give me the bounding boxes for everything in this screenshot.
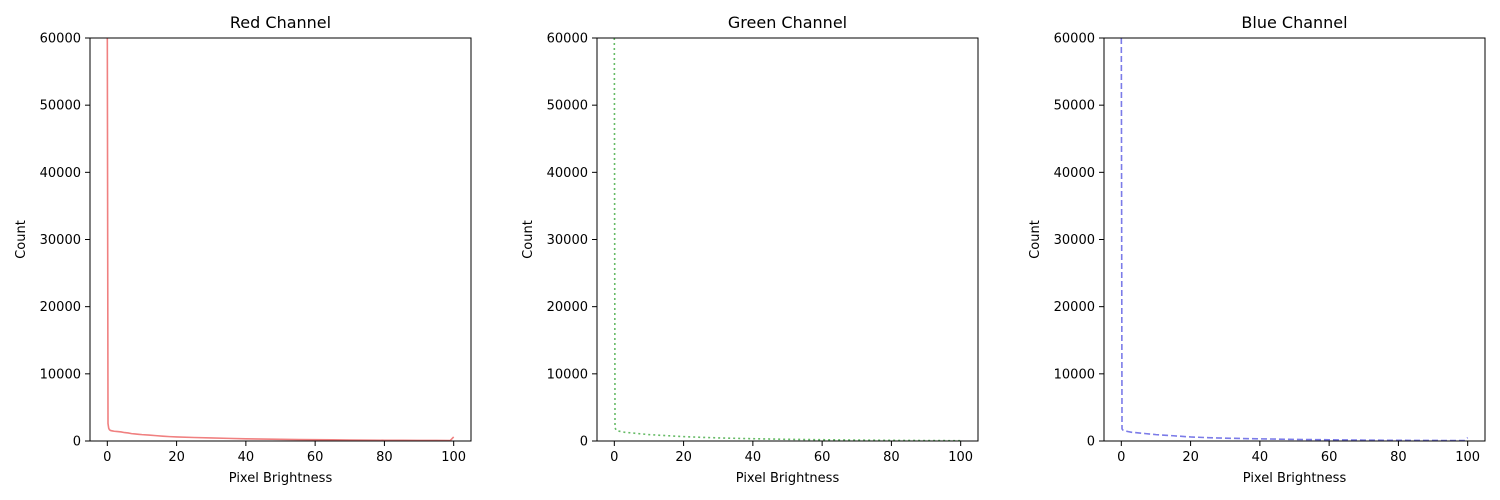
y-tick-label: 30000 [40, 233, 81, 248]
series-line [1120, 38, 1469, 441]
y-tick-label: 20000 [40, 300, 81, 315]
x-tick-label: 80 [883, 450, 900, 465]
y-tick-label: 40000 [1054, 166, 1095, 181]
y-tick-label: 30000 [547, 233, 588, 248]
x-tick-label: 40 [745, 450, 762, 465]
y-tick-label: 40000 [547, 166, 588, 181]
panel-red-channel: Red Channel Pixel Brightness Count 0 20 40… [14, 13, 472, 486]
panel-green-channel: Green Channel Pixel Brightness Count 0 20… [521, 13, 979, 486]
axes-frame [596, 37, 979, 442]
x-tick-label: 40 [1252, 450, 1269, 465]
x-axis-label: Pixel Brightness [736, 471, 840, 486]
chart-title: Green Channel [728, 13, 847, 32]
x-axis-label: Pixel Brightness [1243, 471, 1347, 486]
y-tick-label: 10000 [1054, 367, 1095, 382]
x-tick-label: 100 [1455, 450, 1480, 465]
axes-frame [1103, 37, 1486, 442]
x-tick-label: 20 [168, 450, 185, 465]
y-tick-label: 50000 [547, 99, 588, 114]
y-axis-label: Count [1028, 220, 1043, 259]
x-tick-label: 40 [238, 450, 255, 465]
x-tick-label: 60 [814, 450, 831, 465]
series-line [613, 38, 961, 441]
y-tick-label: 60000 [547, 32, 588, 47]
x-tick-label: 80 [1390, 450, 1407, 465]
y-tick-label: 50000 [40, 99, 81, 114]
y-tick-label: 60000 [1054, 32, 1095, 47]
y-tick-label: 0 [73, 435, 81, 450]
x-tick-label: 20 [1182, 450, 1199, 465]
y-tick-label: 0 [1087, 435, 1095, 450]
panel-blue-channel: Blue Channel Pixel Brightness Count 0 20 4… [1028, 13, 1486, 486]
y-tick-label: 60000 [40, 32, 81, 47]
x-tick-label: 60 [307, 450, 324, 465]
x-tick-label: 80 [376, 450, 393, 465]
y-tick-label: 50000 [1054, 99, 1095, 114]
chart-title: Blue Channel [1241, 13, 1347, 32]
x-tick-label: 0 [103, 450, 111, 465]
x-tick-label: 0 [1117, 450, 1125, 465]
y-tick-label: 10000 [40, 367, 81, 382]
y-tick-label: 20000 [1054, 300, 1095, 315]
y-tick-label: 10000 [547, 367, 588, 382]
x-axis-label: Pixel Brightness [229, 471, 333, 486]
y-tick-label: 20000 [547, 300, 588, 315]
y-axis-label: Count [521, 220, 536, 259]
y-tick-label: 0 [580, 435, 588, 450]
x-tick-label: 100 [441, 450, 466, 465]
series-line [106, 38, 455, 441]
axes-frame [89, 37, 472, 442]
x-tick-label: 20 [675, 450, 692, 465]
x-tick-label: 100 [948, 450, 973, 465]
y-tick-label: 40000 [40, 166, 81, 181]
x-tick-label: 0 [610, 450, 618, 465]
y-tick-label: 30000 [1054, 233, 1095, 248]
y-axis-label: Count [14, 220, 29, 259]
chart-title: Red Channel [230, 13, 331, 32]
x-tick-label: 60 [1321, 450, 1338, 465]
